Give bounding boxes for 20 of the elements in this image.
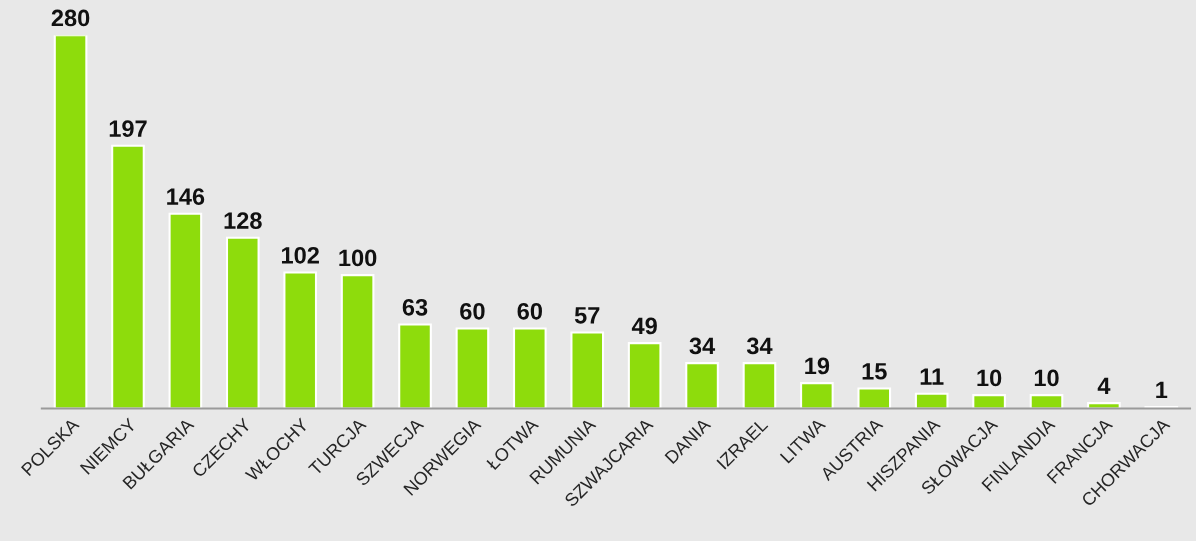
data-label: 146 bbox=[167, 188, 205, 205]
data-label: 10 bbox=[1034, 369, 1059, 387]
data-label: 15 bbox=[862, 363, 887, 380]
data-label: 1 bbox=[1156, 381, 1168, 399]
data-label: 102 bbox=[281, 246, 319, 264]
data-label: 63 bbox=[402, 298, 428, 316]
data-label: 57 bbox=[574, 307, 600, 324]
data-label: 4 bbox=[1097, 377, 1111, 395]
data-label: 60 bbox=[517, 302, 542, 320]
data-label: 60 bbox=[460, 302, 485, 320]
data-label: 11 bbox=[920, 368, 944, 385]
data-label: 197 bbox=[109, 120, 147, 137]
data-label: 128 bbox=[224, 212, 262, 229]
data-label: 100 bbox=[339, 249, 377, 267]
data-label: 280 bbox=[51, 9, 90, 27]
data-label: 49 bbox=[631, 317, 657, 335]
data-label: 34 bbox=[746, 337, 773, 355]
data-label: 34 bbox=[689, 337, 716, 355]
data-label: 19 bbox=[805, 357, 830, 375]
data-label: 10 bbox=[977, 369, 1002, 387]
